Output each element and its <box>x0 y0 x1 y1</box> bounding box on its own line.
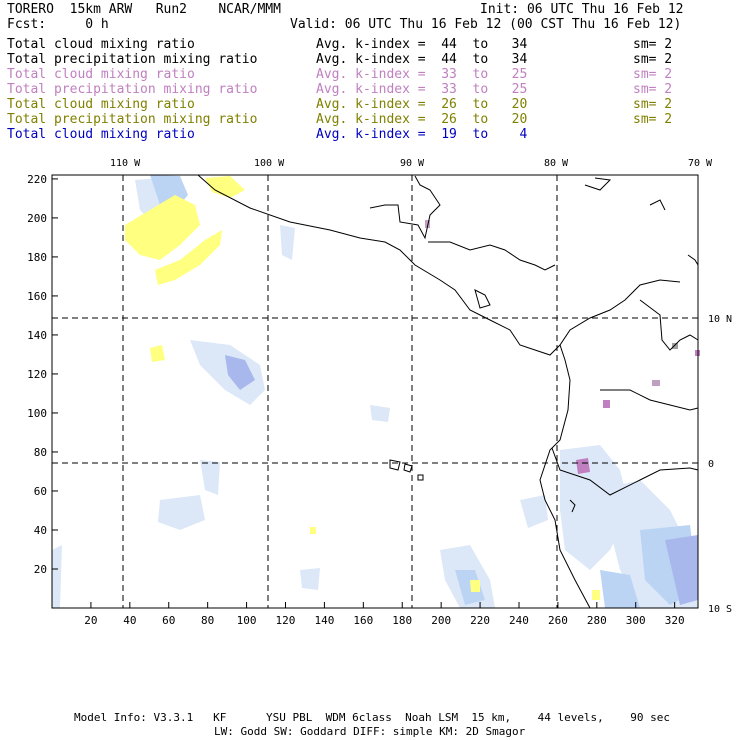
legend-k-index: Avg. k-index = 33 to 25 <box>316 67 528 82</box>
legend-field: Total precipitation mixing ratio <box>7 52 258 67</box>
y-tick-label: 200 <box>27 212 47 225</box>
y-tick-label: 20 <box>34 563 47 576</box>
lat-label: 0 <box>708 459 714 470</box>
legend-k-index: Avg. k-index = 26 to 20 <box>316 112 528 127</box>
x-tick-label: 200 <box>431 614 451 627</box>
y-tick-label: 160 <box>27 290 47 303</box>
physics-info: LW: Godd SW: Goddard DIFF: simple KM: 2D… <box>214 725 526 738</box>
x-tick-label: 280 <box>587 614 607 627</box>
legend-k-index: Avg. k-index = 44 to 34 <box>316 52 528 67</box>
legend-field: Total cloud mixing ratio <box>7 97 195 112</box>
lon-label: 80 W <box>544 158 569 169</box>
precip-shading <box>125 176 600 600</box>
legend-row: Total precipitation mixing ratio Avg. k-… <box>7 112 672 127</box>
x-tick-label: 220 <box>470 614 490 627</box>
lon-label: 70 W <box>688 158 713 169</box>
high-k-shading <box>425 220 700 474</box>
legend-row: Total cloud mixing ratio Avg. k-index = … <box>7 67 672 82</box>
legend-row: Total precipitation mixing ratio Avg. k-… <box>7 82 672 97</box>
legend-smoothing: sm= 2 <box>633 82 673 97</box>
lon-label: 90 W <box>400 158 425 169</box>
latitude-labels: 10 N 0 10 S <box>708 314 732 615</box>
map-frame <box>51 174 699 609</box>
legend-field: Total cloud mixing ratio <box>7 127 195 142</box>
latlon-grid <box>52 175 698 608</box>
model-title: TORERO 15km ARW Run2 NCAR/MMM <box>7 2 281 17</box>
x-tick-label: 180 <box>392 614 412 627</box>
forecast-hour: Fcst: 0 h <box>7 17 109 32</box>
valid-time: Valid: 06 UTC Thu 16 Feb 12 (00 CST Thu … <box>290 17 682 32</box>
legend-smoothing: sm= 2 <box>633 67 673 82</box>
y-axis-ticks: 20 40 60 80 100 120 140 160 180 200 220 <box>27 173 58 576</box>
legend-row: Total precipitation mixing ratio Avg. k-… <box>7 52 672 67</box>
x-tick-label: 20 <box>84 614 97 627</box>
legend-field: Total cloud mixing ratio <box>7 67 195 82</box>
legend-smoothing: sm= 2 <box>633 52 673 67</box>
legend-field: Total cloud mixing ratio <box>7 37 195 52</box>
lat-label: 10 N <box>708 314 732 325</box>
legend-smoothing: sm= 2 <box>633 37 673 52</box>
coastlines <box>197 174 699 609</box>
map-panel: 20 40 60 80 100 120 140 160 180 200 220 240 260 280 30… <box>0 150 740 630</box>
legend-field: Total precipitation mixing ratio <box>7 112 258 127</box>
lon-label: 110 W <box>110 158 141 169</box>
x-tick-label: 120 <box>276 614 296 627</box>
legend-field: Total precipitation mixing ratio <box>7 82 258 97</box>
x-tick-label: 160 <box>353 614 373 627</box>
legend-row: Total cloud mixing ratio Avg. k-index = … <box>7 37 672 52</box>
legend-k-index: Avg. k-index = 33 to 25 <box>316 82 528 97</box>
x-tick-label: 40 <box>123 614 136 627</box>
longitude-labels: 110 W 100 W 90 W 80 W 70 W <box>110 158 713 169</box>
x-tick-label: 140 <box>314 614 334 627</box>
y-tick-label: 120 <box>27 368 47 381</box>
model-info: Model Info: V3.3.1 KF YSU PBL WDM 6class… <box>74 711 671 724</box>
x-tick-label: 320 <box>665 614 685 627</box>
x-axis-ticks: 20 40 60 80 100 120 140 160 180 200 220 240 260 280 30… <box>84 602 685 627</box>
y-tick-label: 100 <box>27 407 47 420</box>
lon-label: 100 W <box>254 158 285 169</box>
x-tick-label: 60 <box>162 614 175 627</box>
x-tick-label: 80 <box>201 614 214 627</box>
legend-k-index: Avg. k-index = 26 to 20 <box>316 97 528 112</box>
init-time: Init: 06 UTC Thu 16 Feb 12 <box>480 2 684 17</box>
legend-smoothing: sm= 2 <box>633 97 673 112</box>
y-tick-label: 80 <box>34 446 47 459</box>
legend-row: Total cloud mixing ratio Avg. k-index = … <box>7 127 527 142</box>
y-tick-label: 140 <box>27 329 47 342</box>
lat-label: 10 S <box>708 604 732 615</box>
y-tick-label: 180 <box>27 251 47 264</box>
y-tick-label: 60 <box>34 485 47 498</box>
x-tick-label: 240 <box>509 614 529 627</box>
legend-row: Total cloud mixing ratio Avg. k-index = … <box>7 97 672 112</box>
legend-k-index: Avg. k-index = 44 to 34 <box>316 37 528 52</box>
y-tick-label: 40 <box>34 524 47 537</box>
map-canvas: 20 40 60 80 100 120 140 160 180 200 220 240 260 280 30… <box>27 158 732 627</box>
x-tick-label: 100 <box>237 614 257 627</box>
x-tick-label: 300 <box>626 614 646 627</box>
x-tick-label: 260 <box>548 614 568 627</box>
y-tick-label: 220 <box>27 173 47 186</box>
legend-smoothing: sm= 2 <box>633 112 673 127</box>
legend-k-index: Avg. k-index = 19 to 4 <box>316 127 528 142</box>
